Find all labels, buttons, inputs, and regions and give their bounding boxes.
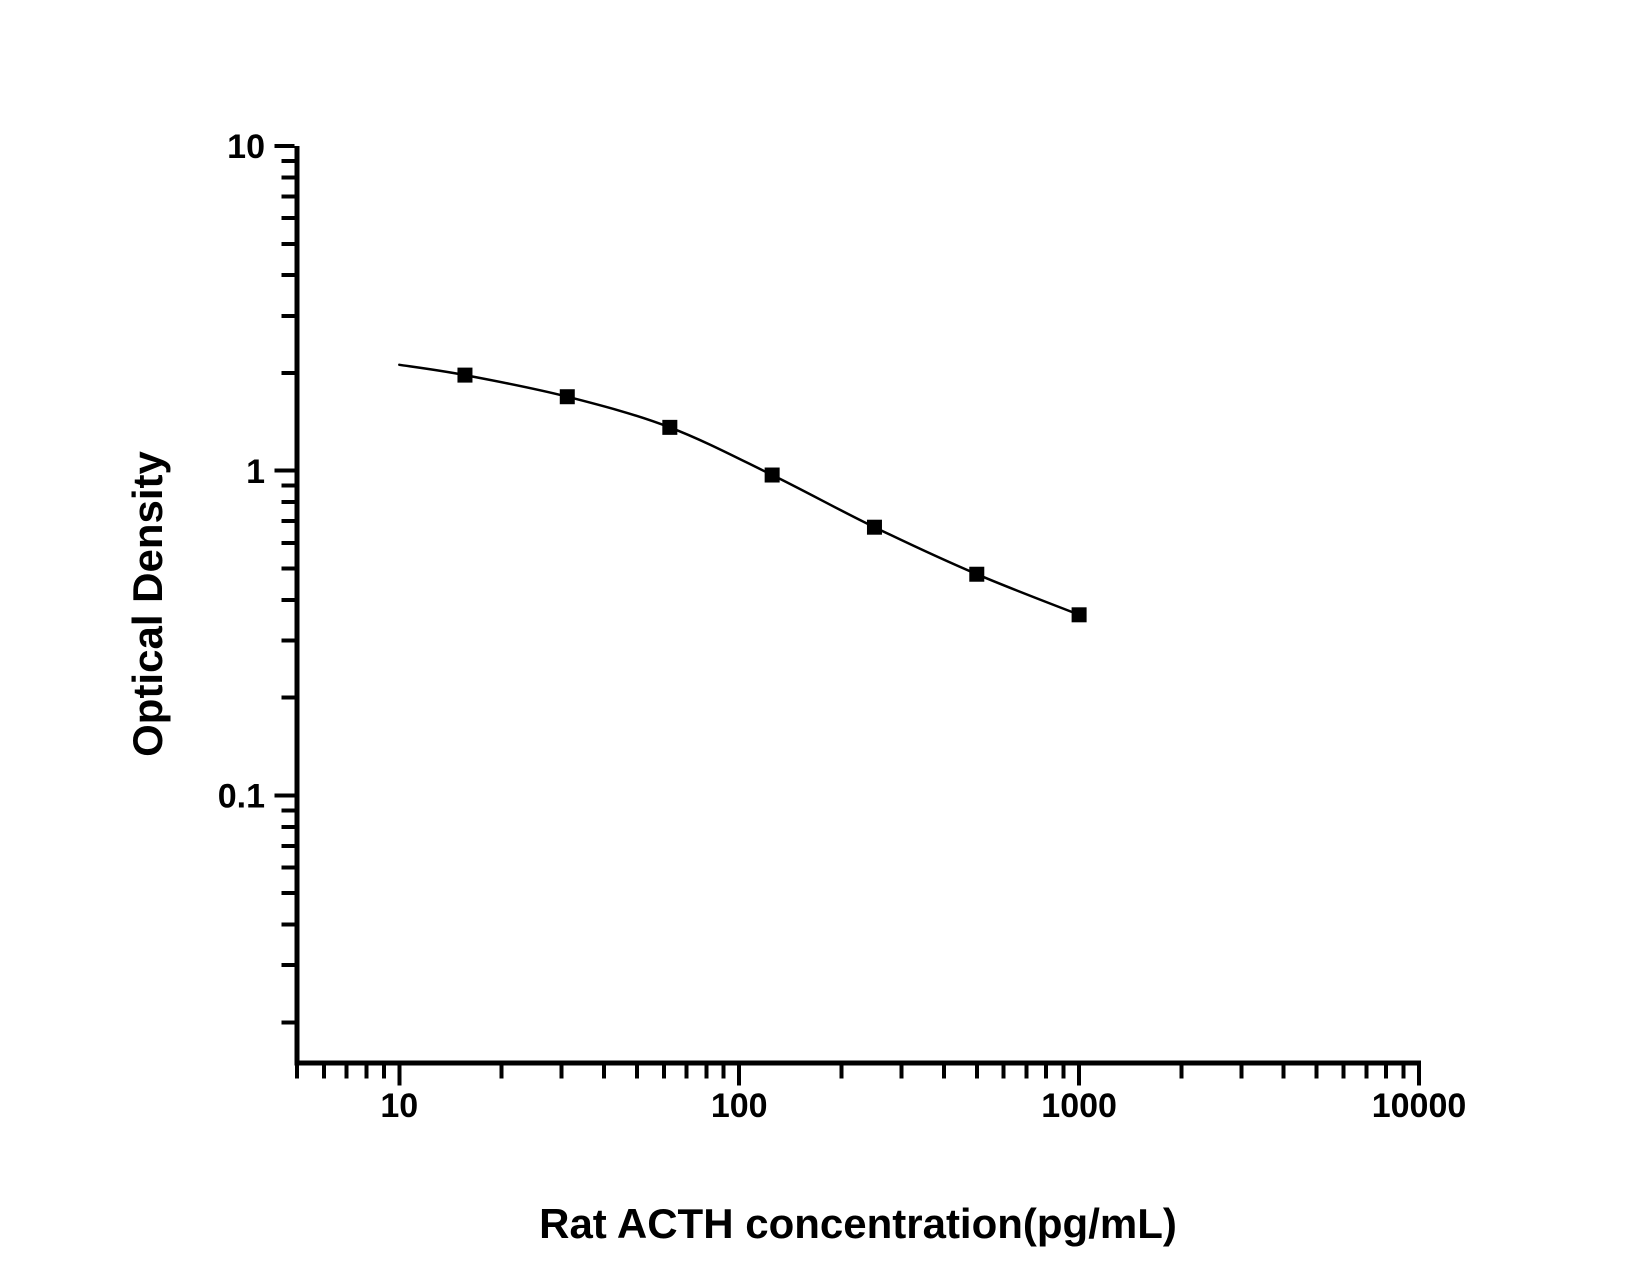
y-axis-title: Optical Density [124, 450, 171, 756]
y-tick-label-10: 10 [227, 128, 265, 166]
data-point-marker-6 [1071, 607, 1087, 623]
data-point-marker-3 [764, 467, 780, 483]
y-tick-label-1: 1 [246, 453, 265, 491]
data-series-standard-curve [398, 363, 1087, 623]
data-point-marker-0 [457, 367, 473, 383]
axis-tick-labels: 10 100 1000 10000 10 1 0.1 [218, 128, 1467, 1125]
x-tick-label-100: 100 [711, 1087, 768, 1125]
x-tick-label-10: 10 [380, 1087, 418, 1125]
data-point-marker-5 [969, 566, 985, 582]
data-point-marker-2 [662, 419, 678, 435]
standard-curve-line [398, 363, 1081, 617]
y-tick-label-0.1: 0.1 [218, 778, 265, 816]
x-tick-label-10000: 10000 [1372, 1087, 1467, 1125]
x-tick-label-1000: 1000 [1041, 1087, 1117, 1125]
axes [294, 146, 1421, 1066]
data-point-marker-1 [559, 389, 575, 405]
data-point-marker-4 [866, 519, 882, 535]
axis-ticks [274, 144, 1421, 1086]
x-axis-title: Rat ACTH concentration(pg/mL) [539, 1200, 1177, 1247]
